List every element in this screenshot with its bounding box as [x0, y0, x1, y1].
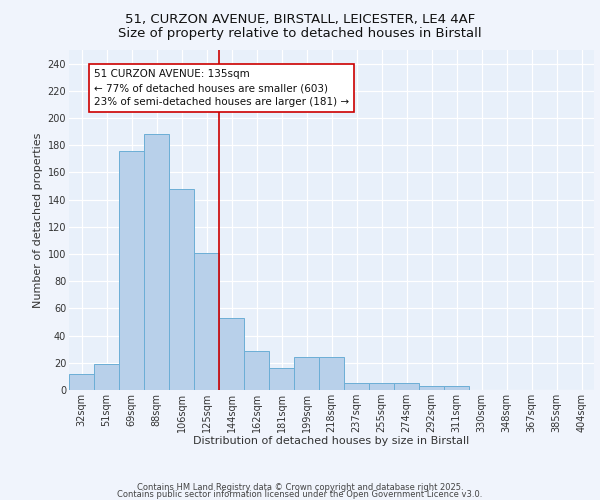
Bar	[319, 358, 344, 390]
Bar	[144, 134, 169, 390]
Bar	[219, 318, 244, 390]
X-axis label: Distribution of detached houses by size in Birstall: Distribution of detached houses by size …	[193, 436, 470, 446]
Bar	[444, 386, 469, 390]
Y-axis label: Number of detached properties: Number of detached properties	[34, 132, 43, 308]
Bar	[419, 386, 444, 390]
Bar	[69, 374, 94, 390]
Bar	[169, 188, 194, 390]
Text: 51 CURZON AVENUE: 135sqm
← 77% of detached houses are smaller (603)
23% of semi-: 51 CURZON AVENUE: 135sqm ← 77% of detach…	[94, 69, 349, 107]
Text: Contains HM Land Registry data © Crown copyright and database right 2025.: Contains HM Land Registry data © Crown c…	[137, 484, 463, 492]
Text: Size of property relative to detached houses in Birstall: Size of property relative to detached ho…	[118, 28, 482, 40]
Text: Contains public sector information licensed under the Open Government Licence v3: Contains public sector information licen…	[118, 490, 482, 499]
Bar	[119, 150, 144, 390]
Bar	[394, 383, 419, 390]
Bar	[294, 358, 319, 390]
Text: 51, CURZON AVENUE, BIRSTALL, LEICESTER, LE4 4AF: 51, CURZON AVENUE, BIRSTALL, LEICESTER, …	[125, 12, 475, 26]
Bar	[369, 383, 394, 390]
Bar	[344, 383, 369, 390]
Bar	[194, 252, 219, 390]
Bar	[94, 364, 119, 390]
Bar	[244, 350, 269, 390]
Bar	[269, 368, 294, 390]
